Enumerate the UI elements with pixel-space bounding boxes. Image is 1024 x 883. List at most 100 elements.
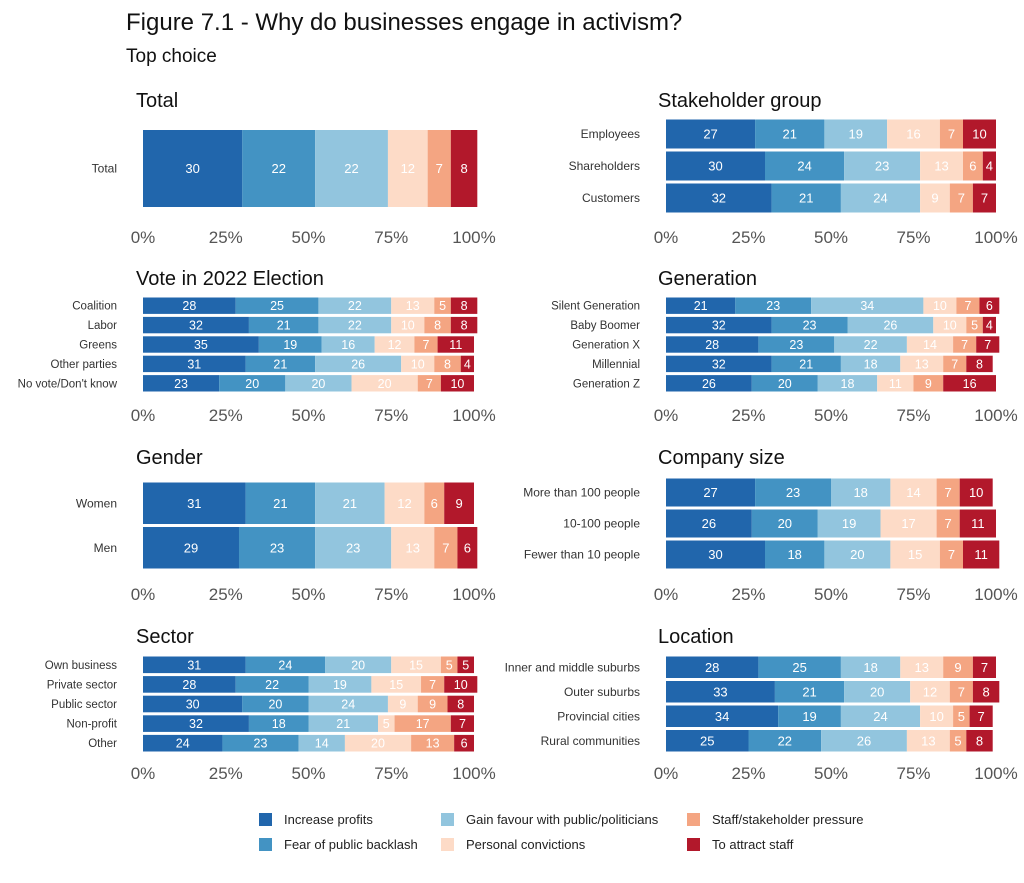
data-label: 19 [849,127,863,142]
bar-segment-fear-of-public-backlash [235,297,319,314]
bar-segment-increase-profits [143,676,236,693]
data-label: 24 [797,159,811,174]
legend-label: Increase profits [284,812,373,827]
bar-segment-fear-of-public-backlash [248,715,309,732]
data-label: 9 [399,698,406,712]
data-label: 5 [958,709,965,724]
data-label: 20 [778,377,792,391]
bar-segment-staff-stakeholder-pressure [411,734,455,752]
bar-segment-gain-favour-with-public-politicians [315,355,402,373]
data-label: 24 [873,709,887,724]
bar-segment-increase-profits [143,297,236,314]
data-label: 23 [786,485,800,500]
bar-segment-to-attract-staff [450,316,478,334]
bar-segment-staff-stakeholder-pressure [434,355,461,373]
x-tick-label: 75% [374,228,408,247]
x-tick-label: 75% [896,228,930,247]
category-label: Employees [581,127,640,141]
data-label: 20 [850,547,864,562]
bar-segment-staff-stakeholder-pressure [936,509,960,538]
data-label: 16 [341,338,355,352]
bar-segment-fear-of-public-backlash [748,730,822,752]
bar-segment-gain-favour-with-public-politicians [840,355,901,373]
bar-segment-fear-of-public-backlash [778,705,841,727]
x-tick-label: 75% [374,585,408,604]
data-label: 8 [976,733,983,748]
bar-segment-staff-stakeholder-pressure [943,355,967,373]
bar-segment-to-attract-staff [457,527,478,569]
bar-segment-personal-convictions [933,316,967,334]
data-label: 10 [411,357,425,371]
data-label: 20 [778,516,792,531]
bar-segment-fear-of-public-backlash [758,336,835,353]
bar-segment-staff-stakeholder-pressure [913,375,944,392]
data-label: 22 [348,319,362,333]
data-label: 21 [802,684,816,699]
data-label: 33 [713,684,727,699]
bar-segment-to-attract-staff [943,375,996,392]
bar-segment-gain-favour-with-public-politicians [308,676,372,693]
data-label: 5 [954,733,961,748]
bar-segment-personal-convictions [391,316,425,334]
data-label: 7 [423,338,430,352]
bar-segment-to-attract-staff [457,656,474,674]
data-label: 18 [841,377,855,391]
legend-label: Fear of public backlash [284,837,418,852]
data-label: 31 [187,357,201,371]
bar-segment-increase-profits [666,656,759,678]
bar-segment-to-attract-staff [982,151,996,181]
bar-segment-increase-profits [666,375,752,392]
bar-segment-gain-favour-with-public-politicians [315,527,392,569]
data-label: 5 [439,299,446,313]
data-label: 11 [449,338,462,352]
bar-segment-fear-of-public-backlash [242,130,316,207]
category-label: Public sector [51,699,117,711]
data-label: 9 [429,698,436,712]
bar-segment-gain-favour-with-public-politicians [840,656,901,678]
bar-segment-to-attract-staff [972,681,1000,703]
bar-segment-staff-stakeholder-pressure [417,375,441,392]
panel-location: Location Inner and middle suburbs 28 25 18 13… [505,626,1018,783]
bar-segment-increase-profits [143,355,246,373]
x-tick-label: 50% [814,228,848,247]
bar-segment-personal-convictions [391,297,435,314]
data-label: 8 [982,684,989,699]
x-tick-label: 0% [131,406,156,425]
data-label: 17 [416,717,430,731]
category-label: Shareholders [569,159,640,173]
data-label: 7 [429,678,436,692]
bar-segment-staff-stakeholder-pressure [949,730,967,752]
data-label: 23 [174,377,188,391]
data-label: 9 [954,660,961,675]
bar-segment-to-attract-staff [972,656,996,678]
bar-segment-staff-stakeholder-pressure [939,540,963,569]
bar-segment-staff-stakeholder-pressure [956,297,980,314]
data-label: 8 [444,357,451,371]
data-label: 23 [875,159,889,174]
data-label: 24 [176,737,190,751]
bar-segment-increase-profits [143,527,239,569]
x-tick-label: 50% [814,406,848,425]
bar-segment-staff-stakeholder-pressure [440,656,458,674]
bar-segment-increase-profits [143,375,220,392]
data-label: 24 [341,698,355,712]
x-tick-label: 25% [209,228,243,247]
category-label: Silent Generation [551,301,640,313]
bar-segment-fear-of-public-backlash [774,681,845,703]
bar-segment-increase-profits [666,705,779,727]
bar-segment-staff-stakeholder-pressure [953,705,970,727]
category-label: Fewer than 10 people [524,548,640,562]
bar-segment-fear-of-public-backlash [219,375,286,392]
data-label: 19 [283,338,297,352]
x-tick-label: 50% [814,585,848,604]
data-label: 27 [703,485,717,500]
panel-company-size: Company size More than 100 people 27 23 18 14… [523,447,1018,604]
x-tick-label: 100% [452,764,495,783]
category-label: Other parties [51,359,118,371]
data-label: 25 [700,733,714,748]
bar-segment-increase-profits [143,482,246,524]
data-label: 21 [273,496,287,511]
category-label: Generation Z [573,378,640,390]
